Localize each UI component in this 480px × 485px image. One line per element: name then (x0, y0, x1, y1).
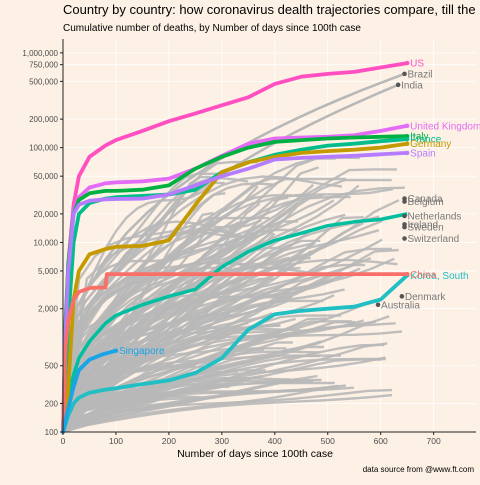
country-label-denmark: Denmark (405, 292, 447, 303)
series-line-singapore (61, 348, 118, 434)
series-endpoint (404, 150, 410, 156)
country-label-switzerland: Switzerland (408, 234, 460, 245)
country-label-netherlands: Netherlands (408, 212, 462, 223)
other-country-line (61, 261, 301, 433)
other-country-line (62, 393, 393, 434)
other-country-line (61, 248, 399, 433)
other-country-line (61, 312, 273, 433)
country-label-ireland: Ireland (408, 220, 439, 231)
country-label-sweden: Sweden (408, 223, 444, 234)
other-country-line (61, 340, 322, 433)
country-label-singapore: Singapore (119, 346, 165, 357)
series-line-us (61, 61, 410, 434)
y-tick-label: 500,000 (29, 77, 58, 86)
teal-series-line (61, 212, 408, 433)
country-point (395, 82, 401, 88)
country-label-brazil: Brazil (408, 69, 433, 80)
y-tick-label: 100 (45, 428, 59, 437)
country-point (402, 213, 407, 219)
other-country-line (61, 186, 405, 433)
chart-subtitle: Cumulative number of deaths, by Number o… (63, 23, 361, 34)
series-endpoint (404, 141, 410, 146)
other-country-line (61, 211, 214, 433)
y-tick-label: 20,000 (34, 210, 59, 219)
other-country-line (62, 388, 393, 434)
other-country-line (62, 384, 347, 434)
series-line-china (61, 272, 410, 434)
country-point (402, 199, 407, 204)
country-label-france: France (410, 135, 442, 146)
chart-title: Country by country: how coronavirus deal… (63, 2, 476, 17)
y-tick-label: 750,000 (29, 61, 58, 70)
country-label-us: US (410, 59, 424, 70)
other-country-line (62, 390, 260, 433)
y-tick-label: 5,000 (38, 267, 59, 276)
x-tick-label: 700 (427, 436, 441, 446)
country-label-italy: Italy (410, 132, 428, 143)
country-point (402, 236, 407, 241)
other-country-line (61, 347, 287, 433)
x-tick-label: 600 (374, 436, 388, 446)
country-label-australia: Australia (381, 300, 420, 311)
series-endpoint (113, 348, 119, 353)
country-label-canada: Canada (408, 194, 443, 205)
series-endpoint (404, 123, 410, 128)
country-label-united-kingdom: United Kingdom (410, 121, 480, 132)
series-line-korea-south (61, 273, 410, 434)
other-country-line (61, 335, 282, 433)
y-tick-label: 200,000 (29, 115, 58, 124)
x-tick-label: 500 (321, 436, 335, 446)
country-label-india: India (401, 80, 423, 91)
y-tick-label: 50,000 (34, 172, 59, 181)
other-country-line (61, 227, 254, 433)
other-country-line (62, 294, 278, 433)
country-point (399, 294, 405, 299)
x-tick-label: 100 (109, 436, 123, 446)
series-endpoint (404, 271, 410, 277)
x-tick-label: 400 (268, 436, 282, 446)
axes: 0 100 200 300 400 500 600 7001002005002,0005,00… (22, 39, 476, 446)
series-line-spain (61, 151, 410, 434)
country-point (402, 71, 407, 77)
y-tick-label: 200 (45, 399, 59, 408)
series-endpoint (404, 136, 410, 142)
y-tick-label: 1,000,000 (22, 49, 58, 58)
y-tick-label: 2,000 (38, 305, 59, 314)
x-tick-label: 300 (215, 436, 229, 446)
series-endpoint (404, 60, 410, 66)
country-label-belgium: Belgium (408, 197, 444, 208)
x-tick-label: 200 (162, 436, 176, 446)
y-tick-label: 500 (45, 362, 59, 371)
y-tick-label: 10,000 (34, 238, 59, 247)
other-country-line (62, 380, 313, 434)
other-country-line (61, 235, 241, 433)
country-label-germany: Germany (410, 139, 451, 150)
country-point (375, 302, 381, 308)
other-country-line (61, 228, 299, 433)
other-country-line (62, 229, 380, 433)
country-point (402, 224, 407, 230)
highlighted-country-lines (61, 60, 410, 434)
y-tick-label: 100,000 (29, 144, 58, 153)
country-label-china: China (410, 270, 437, 281)
caption: data source from @www.ft.com (363, 465, 475, 474)
x-tick-label: 0 (61, 436, 66, 446)
country-label-korea-south: Korea, South (410, 271, 468, 282)
country-label-spain: Spain (410, 148, 436, 159)
other-country-line (61, 157, 336, 433)
x-axis-label: Number of days since 100th case (177, 448, 333, 460)
